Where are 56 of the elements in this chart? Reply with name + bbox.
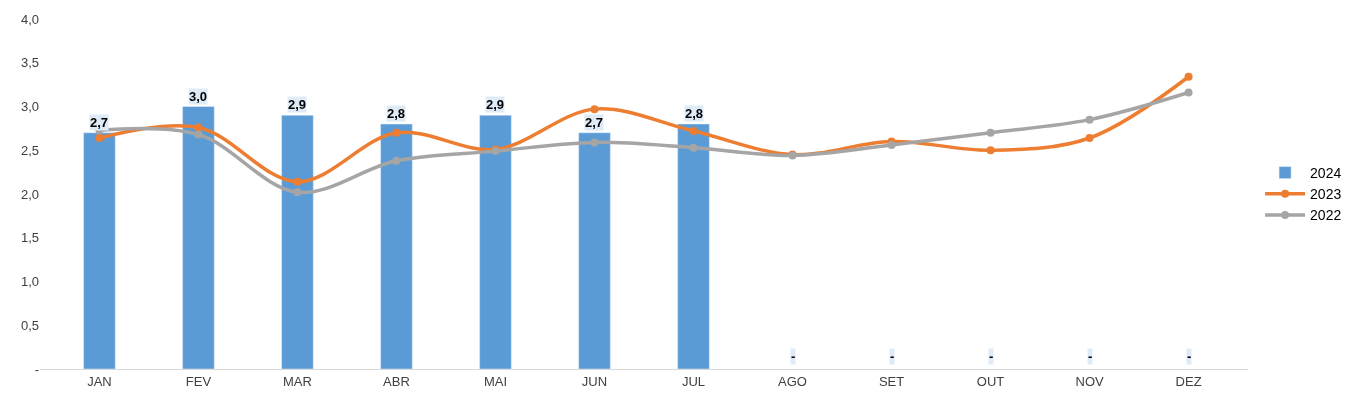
y-tick-label: 1,0: [20, 274, 39, 290]
x-tick-label: OUT: [976, 373, 1005, 389]
point: [887, 141, 896, 149]
x-tick-label: FEV: [185, 373, 212, 389]
y-tick-label: 4,0: [20, 11, 39, 27]
y-tick-label: 1,5: [20, 230, 39, 246]
data-label: 2,7: [585, 115, 604, 130]
point: [986, 146, 995, 155]
x-tick-label: MAI: [483, 373, 508, 389]
text: -: [989, 349, 994, 364]
point: [293, 177, 302, 186]
x-tick-label: JUL: [681, 373, 706, 389]
text: -: [890, 349, 895, 364]
data-label: 2,9: [486, 97, 505, 112]
point: [1184, 88, 1193, 97]
point: [194, 130, 203, 139]
data-label: 2,8: [387, 106, 406, 121]
x-tick-label: SET: [878, 373, 905, 389]
point: [590, 105, 599, 114]
point: [689, 143, 698, 152]
point: [95, 134, 104, 142]
point: [194, 123, 203, 132]
legend-label: 2022: [1310, 207, 1342, 224]
point: [392, 156, 401, 165]
y-tick-label: 0,5: [20, 317, 39, 333]
text: -: [1088, 349, 1093, 364]
point: [590, 138, 599, 147]
y-tick-label: -: [34, 361, 39, 377]
point: [1085, 115, 1094, 124]
x-tick-label: MAR: [282, 373, 312, 389]
y-tick-label: 3,0: [20, 99, 39, 115]
data-label: 2,7: [90, 115, 109, 130]
data-label: 2,8: [685, 106, 704, 121]
data-label: 3,0: [189, 89, 208, 104]
point: [986, 128, 995, 137]
point: [1085, 134, 1094, 142]
legend-label: 2023: [1310, 186, 1342, 203]
x-tick-label: NOV: [1075, 373, 1104, 389]
x-tick-label: DEZ: [1175, 373, 1202, 389]
text: -: [1187, 349, 1192, 364]
bar: [281, 115, 314, 369]
point: [293, 188, 302, 197]
y-tick-label: 2,0: [20, 186, 39, 202]
y-tick-label: 2,5: [20, 142, 39, 158]
point: [392, 128, 401, 137]
x-tick-label: AGO: [778, 373, 807, 389]
point: [1184, 72, 1193, 81]
point: [689, 127, 698, 135]
bar: [479, 115, 512, 369]
text: -: [791, 349, 796, 364]
data-label: 2,9: [288, 97, 307, 112]
x-tick-label: JAN: [87, 373, 112, 389]
x-tick-label: JUN: [581, 373, 608, 389]
x-tick-label: ABR: [383, 373, 410, 389]
legend-label: 2024: [1310, 165, 1342, 182]
y-tick-label: 3,5: [20, 55, 39, 71]
